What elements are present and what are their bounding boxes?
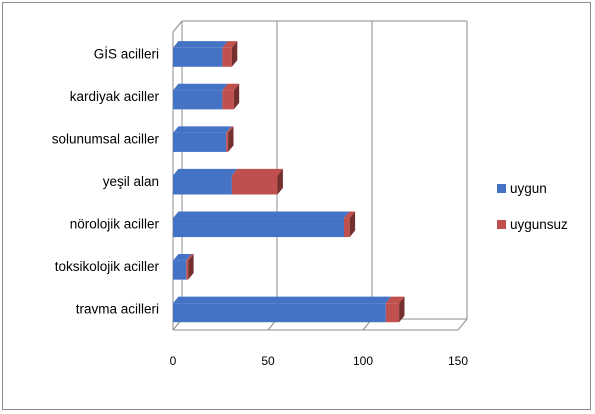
bar-top-uygunsuz-6 (385, 296, 405, 304)
bar-side-uygunsuz-0 (231, 41, 238, 67)
bar-top-uygunsuz-2 (226, 126, 234, 133)
legend-swatch-uygun (497, 184, 506, 193)
bar-top-uygunsuz-3 (231, 168, 283, 176)
x-tick-label: 50 (261, 354, 275, 368)
bar-top-uygun-0 (173, 41, 228, 48)
bar-top-uygunsuz-0 (222, 41, 238, 48)
bar-top-uygun-5 (173, 254, 192, 261)
legend-swatch-uygunsuz (497, 220, 506, 229)
left-wall-top (172, 20, 183, 33)
category-label: kardiyak aciller (70, 89, 160, 104)
x-tick-labels: 0 50 100 150 (170, 354, 469, 368)
floor-tick-150 (457, 318, 468, 331)
bar-uygun-6 (173, 303, 386, 323)
bar-uygun-5 (173, 260, 187, 280)
bar-top-uygun-1 (173, 83, 228, 91)
bar-top-uygunsuz-4 (344, 211, 356, 219)
bar-uygunsuz-3 (231, 175, 278, 195)
x-tick-label: 150 (448, 354, 468, 368)
category-label: solunumsal aciller (52, 131, 160, 146)
bar-top-uygunsuz-1 (222, 83, 240, 91)
bar-side-uygunsuz-2 (228, 126, 234, 152)
category-label: yeşil alan (103, 174, 159, 189)
bar-top-uygun-6 (173, 296, 392, 304)
x-tick-label: 100 (353, 354, 373, 368)
bar-top-uygun-3 (173, 168, 238, 176)
bar-uygunsuz-1 (222, 90, 234, 110)
category-labels: GİS acilleri kardiyak aciller solunumsal a… (52, 46, 160, 316)
bar-uygunsuz-6 (385, 303, 400, 323)
legend-label-uygunsuz: uygunsuz (510, 217, 568, 232)
bar-side-uygunsuz-6 (399, 296, 405, 323)
legend: uygun uygunsuz (497, 181, 568, 232)
chart-frame (2, 2, 591, 410)
bar-top-uygun-2 (173, 126, 232, 133)
bar-uygun-1 (173, 90, 223, 110)
bar-uygun-4 (173, 218, 344, 238)
bar-uygunsuz-5 (186, 260, 189, 280)
category-label: GİS acilleri (94, 46, 159, 61)
bar-top-uygunsuz-5 (186, 254, 194, 261)
bars (173, 41, 405, 323)
bar-uygun-2 (173, 132, 227, 152)
legend-label-uygun: uygun (510, 181, 547, 196)
bar-side-uygunsuz-5 (188, 254, 194, 280)
category-label: nörolojik aciller (70, 217, 160, 232)
bar-uygun-0 (173, 47, 223, 67)
bar-side-uygunsuz-3 (277, 168, 283, 195)
bar-side-uygunsuz-4 (349, 211, 356, 238)
bar-side-uygunsuz-1 (233, 83, 240, 110)
bar-uygunsuz-0 (222, 47, 232, 67)
bar-uygunsuz-2 (226, 132, 229, 152)
category-label: toksikolojik aciller (55, 259, 160, 274)
bar-uygun-3 (173, 175, 232, 195)
category-label: travma acilleri (76, 302, 159, 317)
bar-uygunsuz-4 (344, 218, 350, 238)
x-tick-label: 0 (170, 354, 177, 368)
bar-top-uygun-4 (173, 211, 350, 219)
